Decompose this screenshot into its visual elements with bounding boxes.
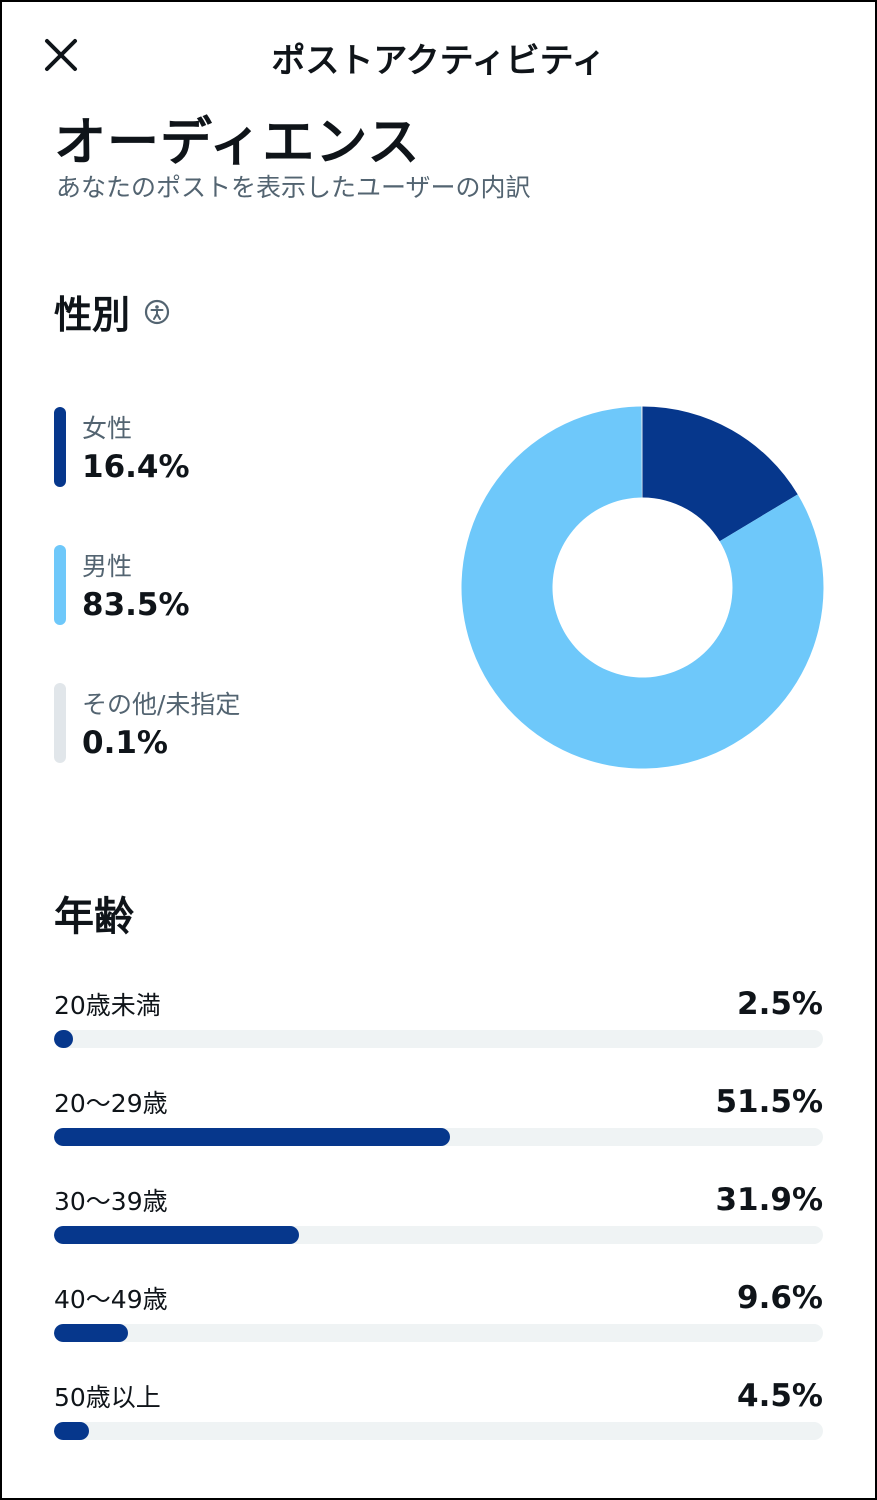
age-value: 4.5%	[737, 1378, 823, 1414]
legend-value: 83.5%	[82, 587, 190, 623]
age-value: 2.5%	[737, 986, 823, 1022]
legend-label: 女性	[82, 414, 133, 443]
age-bar-track	[54, 1226, 823, 1244]
age-label: 40〜49歳	[54, 1285, 168, 1314]
age-bar-track	[54, 1422, 823, 1440]
legend-label: その他/未指定	[82, 690, 241, 719]
age-bar-fill	[54, 1030, 74, 1048]
gender-donut-chart	[461, 406, 824, 769]
age-bar-fill	[54, 1226, 300, 1244]
age-bar-fill	[54, 1422, 89, 1440]
age-label: 20〜29歳	[54, 1089, 168, 1118]
age-bar-fill	[54, 1324, 128, 1342]
legend-value: 0.1%	[82, 725, 168, 761]
age-row: 20〜29歳 51.5%	[54, 1084, 823, 1154]
legend-swatch	[54, 545, 66, 625]
age-label: 50歳以上	[54, 1383, 161, 1412]
age-row: 50歳以上 4.5%	[54, 1378, 823, 1448]
donut-slice-0	[642, 406, 798, 542]
audience-subtitle: あなたのポストを表示したユーザーの内訳	[56, 173, 531, 202]
page-title: ポストアクティビティ	[271, 41, 606, 81]
donut-slice-2	[641, 406, 643, 498]
age-bar-track	[54, 1324, 823, 1342]
legend-swatch	[54, 683, 66, 763]
age-bar-track	[54, 1128, 823, 1146]
legend-item-male: 男性 83.5%	[54, 545, 394, 625]
age-heading: 年齢	[54, 894, 134, 940]
audience-title: オーディエンス	[54, 113, 421, 173]
legend-item-other: その他/未指定 0.1%	[54, 683, 394, 763]
age-value: 51.5%	[715, 1084, 823, 1120]
gender-heading: 性別	[54, 284, 170, 339]
close-icon[interactable]	[36, 30, 86, 80]
age-value: 9.6%	[737, 1280, 823, 1316]
accessibility-info-icon[interactable]	[144, 299, 170, 325]
top-bar: ポストアクティビティ	[0, 0, 877, 110]
age-label: 20歳未満	[54, 991, 161, 1020]
legend-item-female: 女性 16.4%	[54, 407, 394, 487]
donut-slice-1	[461, 406, 824, 769]
age-row: 40〜49歳 9.6%	[54, 1280, 823, 1350]
legend-label: 男性	[82, 552, 133, 581]
legend-swatch	[54, 407, 66, 487]
age-row: 30〜39歳 31.9%	[54, 1182, 823, 1252]
age-label: 30〜39歳	[54, 1187, 168, 1216]
age-row: 20歳未満 2.5%	[54, 986, 823, 1056]
gender-heading-label: 性別	[54, 293, 131, 337]
age-value: 31.9%	[715, 1182, 823, 1218]
age-bar-fill	[54, 1128, 451, 1146]
age-bar-track	[54, 1030, 823, 1048]
legend-value: 16.4%	[82, 449, 190, 485]
